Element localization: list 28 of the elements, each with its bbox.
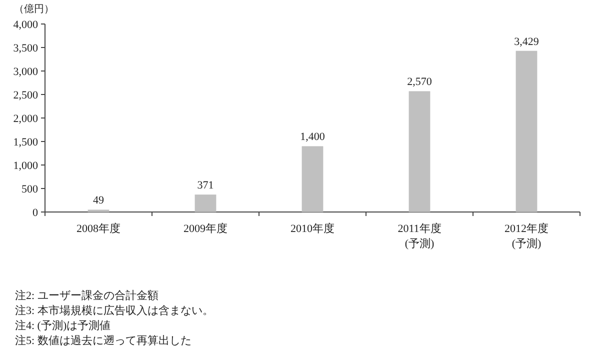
data-label: 371 (197, 180, 214, 192)
bar (408, 91, 430, 212)
y-tick-label: 500 (22, 184, 38, 196)
y-tick-label: 1,500 (13, 136, 38, 148)
bar (194, 194, 216, 212)
x-tick-label: 2011年度 (予測) (398, 222, 442, 250)
bar (516, 50, 538, 212)
y-tick-label: 3,000 (13, 66, 38, 78)
y-tick-label: 0 (32, 207, 38, 219)
data-label: 1,400 (300, 131, 326, 144)
y-tick-label: 3,500 (13, 42, 38, 54)
x-tick-label: 2010年度 (290, 222, 334, 235)
x-tick-label: 2008年度 (76, 222, 120, 235)
y-tick-label: 2,500 (13, 90, 38, 102)
data-label: 49 (93, 194, 104, 207)
text: 注3: 本市場規模に広告収入は含まない。 (15, 304, 214, 317)
bar (302, 146, 324, 212)
data-label: 2,570 (407, 76, 432, 88)
x-tick-label: 2012年度 (予測) (504, 222, 548, 250)
text: 注4: (予測)は予測値 (15, 319, 111, 332)
y-tick-label: 2,000 (13, 113, 38, 125)
y-tick-label: 4,000 (13, 19, 38, 31)
y-tick-label: 1,000 (13, 160, 38, 172)
data-label: 3,429 (514, 36, 540, 48)
y-axis-title: （億円） (14, 3, 54, 15)
x-tick-label: 2009年度 (184, 222, 228, 235)
text: 注2: ユーザー課金の合計金額 (15, 289, 158, 302)
text: 注5: 数値は過去に遡って再算出した (15, 334, 192, 347)
